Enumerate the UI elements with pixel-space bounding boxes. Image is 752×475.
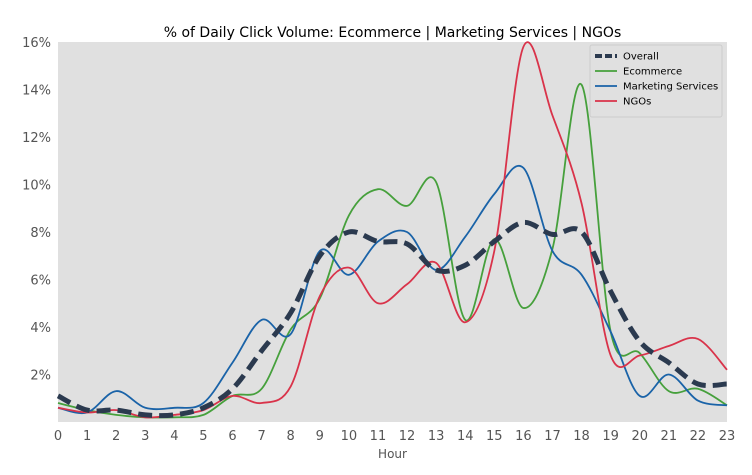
series-lines <box>56 41 728 419</box>
x-axis-label: Hour <box>378 447 407 461</box>
x-tick-label: 20 <box>631 429 648 444</box>
x-tick-label: 2 <box>112 429 120 444</box>
x-tick-label: 7 <box>257 429 265 444</box>
legend-entry: Ecommerce <box>623 67 682 78</box>
x-tick-label: 23 <box>719 429 736 444</box>
x-tick-label: 6 <box>228 429 236 444</box>
y-tick-label: 8% <box>30 226 51 241</box>
legend-entry: Marketing Services <box>623 82 718 93</box>
y-axis-ticks: 2% 4% 6% 8% 10% 12% 14% 16% <box>22 36 51 384</box>
y-tick-label: 14% <box>22 84 51 99</box>
x-tick-label: 1 <box>83 429 91 444</box>
legend-box <box>589 44 723 118</box>
x-tick-label: 5 <box>199 429 207 444</box>
x-tick-label: 9 <box>316 429 324 444</box>
x-tick-label: 4 <box>170 429 178 444</box>
x-tick-label: 3 <box>141 429 149 444</box>
x-tick-label: 16 <box>515 429 532 444</box>
y-tick-label: 2% <box>30 369 51 384</box>
x-tick-label: 8 <box>287 429 295 444</box>
x-tick-label: 12 <box>399 429 416 444</box>
y-tick-label: 16% <box>22 36 51 51</box>
y-tick-label: 4% <box>30 321 51 336</box>
x-tick-label: 13 <box>428 429 445 444</box>
x-tick-label: 19 <box>602 429 619 444</box>
x-tick-label: 11 <box>370 429 387 444</box>
x-tick-label: 21 <box>661 429 678 444</box>
x-tick-label: 14 <box>457 429 474 444</box>
x-tick-label: 22 <box>690 429 707 444</box>
chart-title: % of Daily Click Volume: Ecommerce | Mar… <box>164 25 622 41</box>
x-tick-label: 15 <box>486 429 503 444</box>
legend: Overall Ecommerce Marketing Services NGOs <box>589 44 723 118</box>
x-tick-label: 0 <box>54 429 62 444</box>
y-tick-label: 6% <box>30 274 51 289</box>
legend-entry: Overall <box>623 52 659 63</box>
y-tick-label: 10% <box>22 179 51 194</box>
legend-entry: NGOs <box>623 97 651 108</box>
series-line-marketing-services <box>57 164 728 415</box>
series-line-overall <box>56 219 728 419</box>
y-tick-label: 12% <box>22 131 51 146</box>
x-tick-label: 17 <box>544 429 561 444</box>
x-tick-label: 18 <box>573 429 590 444</box>
series-line-ngos <box>57 41 728 419</box>
series-line-ecommerce <box>57 83 728 419</box>
x-tick-label: 10 <box>341 429 358 444</box>
x-axis-ticks: 0 1 2 3 4 5 6 7 8 9 10 11 12 13 14 15 16 17 18 19 20 21 22 23 <box>54 429 735 444</box>
